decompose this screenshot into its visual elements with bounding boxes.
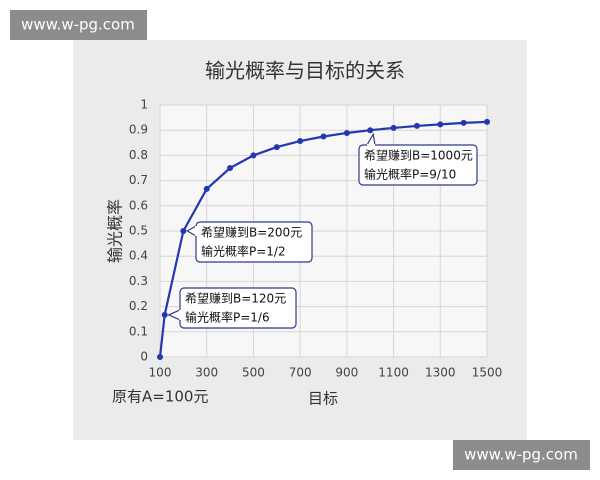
point xyxy=(320,133,327,140)
point xyxy=(180,228,187,234)
line xyxy=(158,120,488,358)
y-tick-label: 0.1 xyxy=(129,324,148,338)
point xyxy=(437,121,444,128)
annotation-box xyxy=(195,221,313,263)
y-tick-label: 0.7 xyxy=(129,173,148,187)
chart-title: 输光概率与目标的关系 xyxy=(205,59,405,83)
point xyxy=(413,122,420,129)
x-tick-label: 700 xyxy=(289,366,312,380)
y-tick-label: 0.6 xyxy=(129,198,148,212)
x-tick-label: 100 xyxy=(149,366,172,380)
x-axis-label: 目标 xyxy=(308,390,338,408)
watermark: www.w-pg.com xyxy=(21,16,135,34)
point xyxy=(273,144,280,151)
y-tick-label: 0.2 xyxy=(129,299,148,313)
annotation-box xyxy=(358,144,478,186)
annotation-box xyxy=(179,287,297,329)
watermark-box xyxy=(453,440,590,470)
x-tick-label: 300 xyxy=(195,366,218,380)
point xyxy=(203,185,210,192)
point xyxy=(343,129,350,136)
point xyxy=(297,138,304,145)
annotation-text: 希望赚到B=120元 xyxy=(185,291,286,306)
x-tick-label: 500 xyxy=(242,366,265,380)
y-tick-label: 0.3 xyxy=(129,274,148,288)
point xyxy=(250,152,257,159)
x-tick-label: 1100 xyxy=(378,366,409,380)
annotation-text: 输光概率P=1/6 xyxy=(185,310,270,325)
point xyxy=(157,354,163,360)
y-tick-label: 1 xyxy=(140,98,148,112)
point xyxy=(161,311,168,318)
y-tick-label: 0.9 xyxy=(129,123,148,137)
y-tick-label: 0.4 xyxy=(129,249,148,263)
point xyxy=(367,127,374,134)
y-tick-label: 0 xyxy=(140,350,148,364)
watermark: www.w-pg.com xyxy=(464,446,578,464)
x-tick-label: 1300 xyxy=(425,366,456,380)
y-tick-label: 0.8 xyxy=(129,148,148,162)
annotation-text: 输光概率P=9/10 xyxy=(364,167,456,182)
y-tick-label: 0.5 xyxy=(129,224,148,238)
point xyxy=(460,119,467,126)
y-axis-label: 输光概率 xyxy=(106,199,125,263)
x-tick-label: 900 xyxy=(335,366,358,380)
point xyxy=(227,165,234,171)
annotation-text: 希望赚到B=1000元 xyxy=(364,148,473,163)
annotation-text: 希望赚到B=200元 xyxy=(201,225,302,240)
x-tick-label: 1500 xyxy=(472,366,503,380)
watermark-box xyxy=(10,10,147,40)
point xyxy=(390,124,397,131)
point xyxy=(484,118,490,125)
annotation-text: 输光概率P=1/2 xyxy=(201,244,286,259)
note: 原有A=100元 xyxy=(112,388,208,406)
